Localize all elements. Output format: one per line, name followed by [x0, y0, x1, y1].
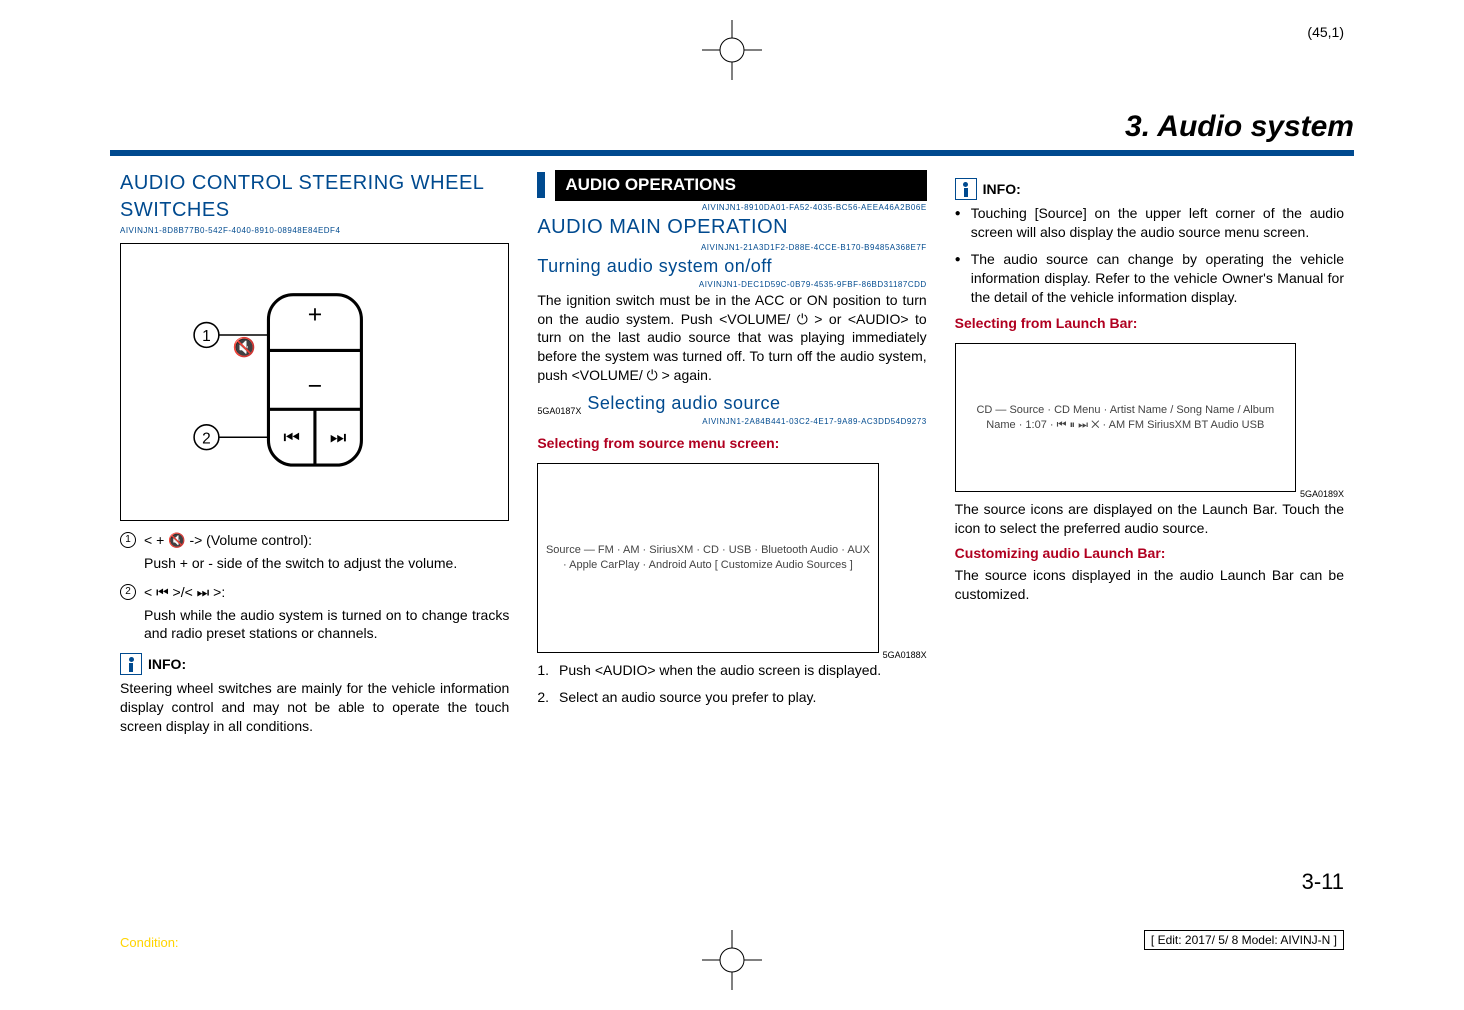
custom-body: The source icons displayed in the audio …	[955, 566, 1344, 604]
svg-text:1: 1	[202, 329, 211, 346]
fig-ref-0188: 5GA0188X	[883, 649, 927, 661]
sub-customizing: Customizing audio Launch Bar:	[955, 544, 1344, 563]
item1-label: < + 🔇 -> (Volume control):	[144, 531, 312, 550]
item1-body: Push + or - side of the switch to adjust…	[144, 554, 509, 573]
col1-heading-ref: AIVINJN1-8D8B77B0-542F-4040-8910-08948E8…	[120, 226, 509, 237]
circled-1-icon: 1	[120, 532, 136, 548]
chapter-rule	[110, 150, 1354, 156]
h-selecting: Selecting audio source	[587, 391, 926, 415]
svg-text:2: 2	[202, 431, 211, 448]
info-callout-1: INFO:	[120, 653, 509, 675]
bullet-1: Touching [Source] on the upper left corn…	[955, 204, 1344, 242]
info-label-2: INFO:	[983, 180, 1021, 199]
bullet-2-text: The audio source can change by operating…	[971, 250, 1344, 307]
cd-screen-figure: CD — Source · CD Menu · Artist Name / So…	[955, 343, 1296, 491]
steps-list: 1. Push <AUDIO> when the audio screen is …	[537, 661, 926, 707]
step-1-num: 1.	[537, 661, 549, 680]
column-2: AUDIO OPERATIONS AIVINJN1-8910DA01-FA52-…	[537, 170, 926, 736]
step-1: 1. Push <AUDIO> when the audio screen is …	[537, 661, 926, 680]
info-icon	[120, 653, 142, 675]
h-audio-main: AUDIO MAIN OPERATION	[537, 214, 926, 241]
svg-text:⏮: ⏮	[283, 427, 300, 448]
step-2: 2. Select an audio source you prefer to p…	[537, 688, 926, 707]
page-number: 3-11	[1302, 869, 1344, 895]
bar-ref: AIVINJN1-8910DA01-FA52-4035-BC56-AEEA46A…	[537, 203, 926, 214]
sub-launch-bar: Selecting from Launch Bar:	[955, 314, 1344, 333]
chapter-title: 3. Audio system	[110, 110, 1354, 144]
info-callout-2: INFO:	[955, 178, 1344, 200]
h-audio-main-ref: AIVINJN1-21A3D1F2-D88E-4CCE-B170-B9485A3…	[537, 243, 926, 254]
info-bullets: Touching [Source] on the upper left corn…	[955, 204, 1344, 306]
bullet-1-text: Touching [Source] on the upper left corn…	[971, 204, 1344, 242]
steering-switch-figure: + − ⏮ ⏭ 🔇 1 2	[120, 243, 509, 521]
svg-text:🔇: 🔇	[233, 337, 256, 359]
column-1: AUDIO CONTROL STEERING WHEEL SWITCHES AI…	[120, 170, 509, 736]
info-label: INFO:	[148, 655, 186, 674]
source-menu-caption: Source — FM · AM · SiriusXM · CD · USB ·…	[538, 537, 877, 579]
bullet-2: The audio source can change by operating…	[955, 250, 1344, 307]
source-menu-figure: Source — FM · AM · SiriusXM · CD · USB ·…	[537, 463, 878, 653]
step-2-num: 2.	[537, 688, 549, 707]
section-bar: AUDIO OPERATIONS	[537, 170, 926, 201]
step-1-text: Push <AUDIO> when the audio screen is di…	[559, 661, 881, 680]
section-bar-title: AUDIO OPERATIONS	[555, 170, 926, 201]
sub-source-menu: Selecting from source menu screen:	[537, 434, 926, 453]
h-turning-ref: AIVINJN1-DEC1D59C-0B79-4535-9FBF-86BD311…	[537, 280, 926, 291]
col1-heading: AUDIO CONTROL STEERING WHEEL SWITCHES	[120, 170, 509, 224]
svg-text:⏭: ⏭	[330, 427, 347, 448]
footer-edit-box: [ Edit: 2017/ 5/ 8 Model: AIVINJ-N ]	[1144, 930, 1344, 950]
launch-body: The source icons are displayed on the La…	[955, 500, 1344, 538]
list-item-2: 2 < ⏮ >/< ⏭ >:	[120, 583, 509, 602]
svg-text:−: −	[307, 373, 321, 400]
chapter-header: 3. Audio system	[110, 110, 1354, 156]
info-body-1: Steering wheel switches are mainly for t…	[120, 679, 509, 736]
circled-2-icon: 2	[120, 584, 136, 600]
item2-body: Push while the audio system is turned on…	[144, 606, 509, 644]
fig-ref-0187: 5GA0187X	[537, 405, 581, 417]
page-marker: (45,1)	[1307, 24, 1344, 40]
crop-mark-bottom	[702, 930, 762, 990]
footer-condition: Condition:	[120, 935, 179, 950]
turning-body: The ignition switch must be in the ACC o…	[537, 291, 926, 385]
section-bar-accent	[537, 172, 545, 198]
svg-text:+: +	[307, 302, 321, 329]
cd-screen-caption: CD — Source · CD Menu · Artist Name / So…	[956, 397, 1295, 439]
list-item-1: 1 < + 🔇 -> (Volume control):	[120, 531, 509, 550]
item2-label: < ⏮ >/< ⏭ >:	[144, 583, 225, 602]
crop-mark-top	[702, 20, 762, 80]
step-2-text: Select an audio source you prefer to pla…	[559, 688, 816, 707]
column-3: INFO: Touching [Source] on the upper lef…	[955, 170, 1344, 736]
info-icon	[955, 178, 977, 200]
h-selecting-ref: AIVINJN1-2A84B441-03C2-4E17-9A89-AC3DD54…	[537, 417, 926, 428]
fig-ref-0189: 5GA0189X	[1300, 488, 1344, 500]
h-turning: Turning audio system on/off	[537, 254, 926, 278]
